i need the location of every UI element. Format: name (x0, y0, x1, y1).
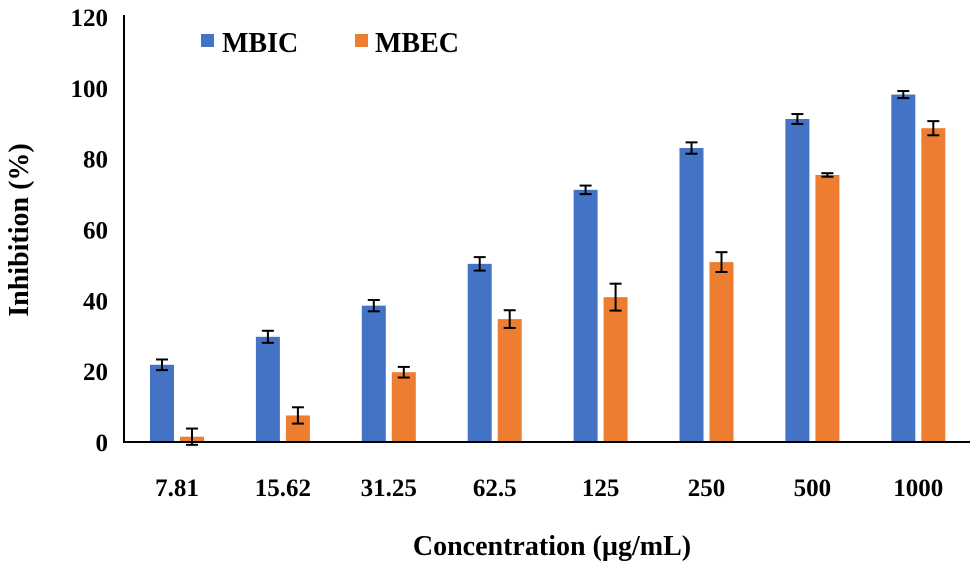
y-tick-label: 40 (83, 288, 108, 315)
bar-mbic (679, 148, 704, 442)
bar-mbec (921, 128, 946, 443)
y-tick-label: 60 (83, 218, 108, 245)
bar-mbec (815, 174, 840, 443)
y-axis-ticks: 0 20 40 60 80 100 120 (71, 5, 109, 457)
y-tick-label: 100 (71, 76, 109, 103)
y-axis-label: Inhibition (%) (4, 143, 35, 317)
legend-label-mbec: MBEC (375, 28, 459, 59)
x-tick-label: 62.5 (473, 475, 517, 502)
x-tick-label: 1000 (893, 475, 943, 502)
bar-mbec (603, 297, 628, 442)
x-tick-label: 500 (794, 475, 832, 502)
legend-swatch-mbec (355, 34, 368, 47)
y-tick-label: 20 (83, 359, 108, 386)
bar-mbic (573, 189, 598, 442)
y-tick-label: 0 (96, 430, 109, 457)
y-tick-label: 120 (71, 5, 109, 32)
x-axis-ticks: 7.81 15.62 31.25 62.5 125 250 500 1000 (155, 475, 943, 502)
bar-mbic (467, 263, 492, 442)
error-bars (156, 90, 940, 446)
bar-mbic (150, 364, 174, 442)
bars (150, 94, 946, 443)
y-tick-label: 80 (83, 147, 108, 174)
bar-mbec (709, 262, 734, 442)
x-tick-label: 7.81 (155, 475, 199, 502)
legend: MBIC MBEC (201, 28, 459, 59)
x-tick-label: 125 (582, 475, 620, 502)
bar-mbec (497, 319, 522, 442)
legend-label-mbic: MBIC (222, 28, 298, 59)
bar-mbic (361, 305, 386, 442)
x-axis-label: Concentration (µg/mL) (413, 531, 691, 562)
bar-mbic (785, 119, 810, 442)
bar-mbec (391, 372, 416, 442)
bar-mbic (891, 94, 916, 442)
legend-swatch-mbic (201, 34, 214, 47)
bar-mbic (255, 336, 280, 442)
x-tick-label: 15.62 (255, 475, 311, 502)
x-tick-label: 31.25 (361, 475, 417, 502)
x-tick-label: 250 (688, 475, 726, 502)
